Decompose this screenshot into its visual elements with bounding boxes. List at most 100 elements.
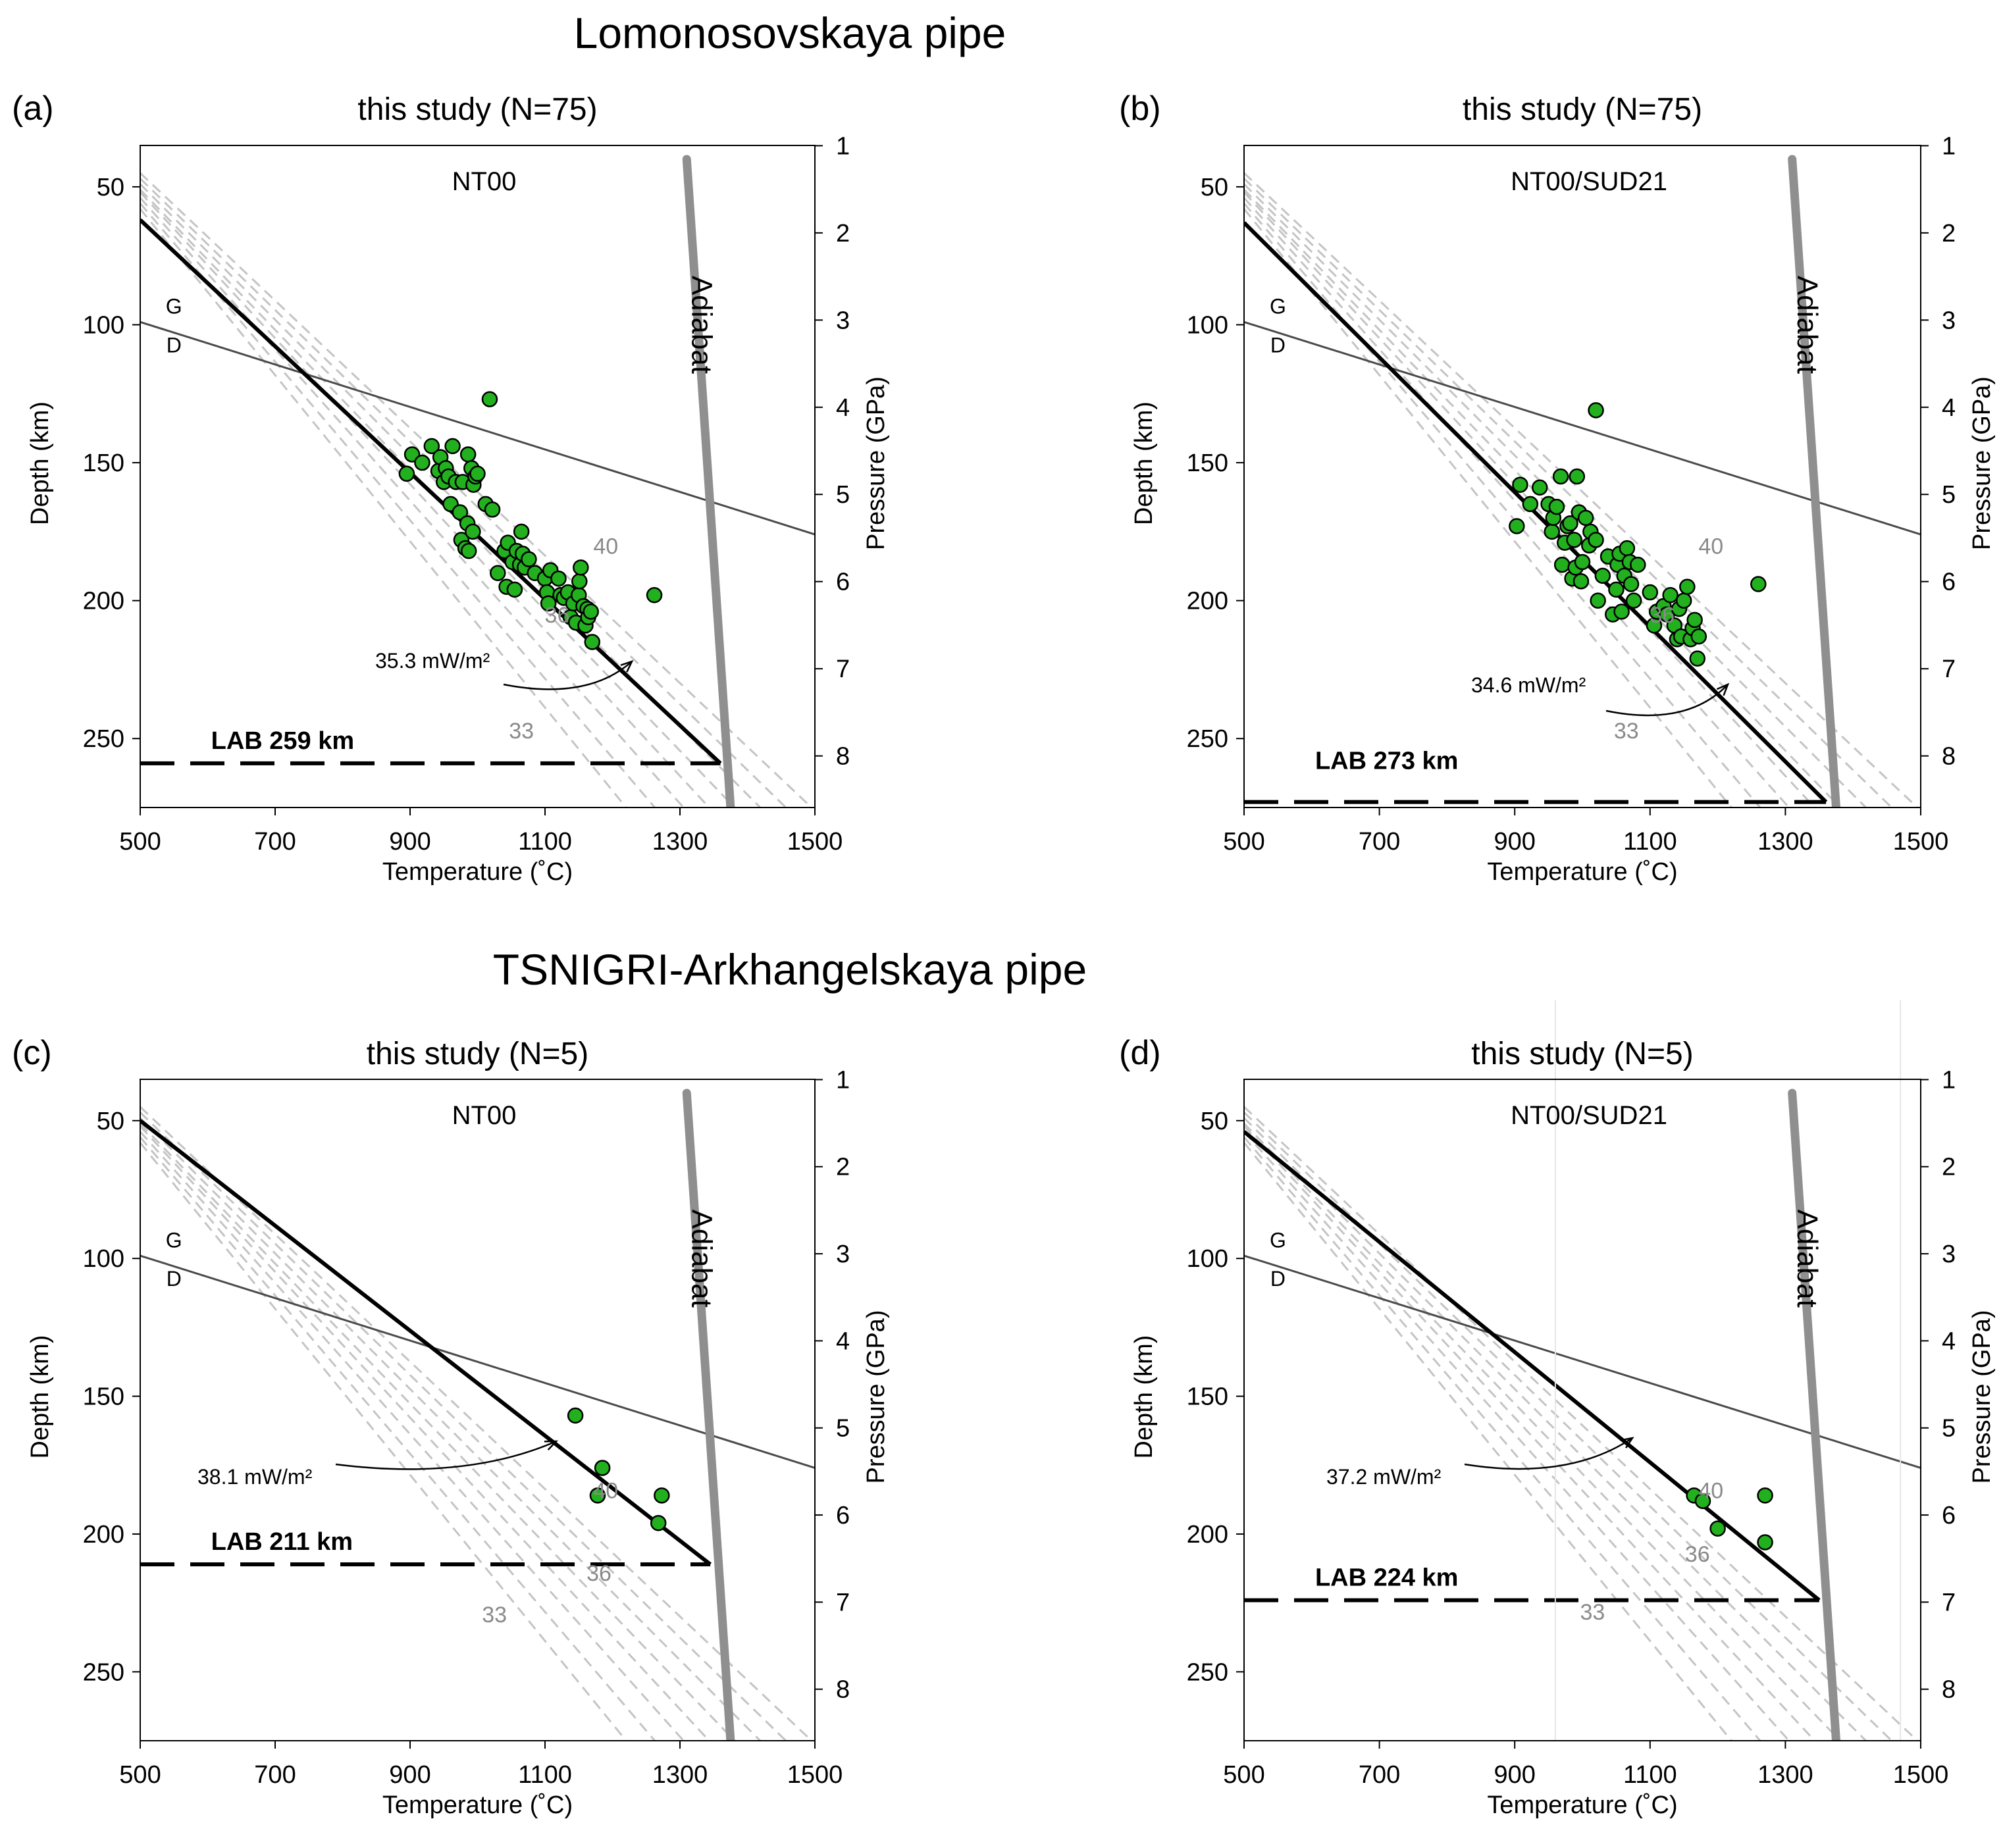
- x-axis-title: Temperature (˚C): [1487, 858, 1677, 886]
- pressure-tick-label: 7: [836, 1589, 850, 1616]
- x-tick-label: 1300: [1757, 1761, 1813, 1789]
- graphite-label: G: [1270, 295, 1286, 319]
- pressure-tick-label: 8: [1942, 743, 1956, 771]
- pressure-axis-title: Pressure (GPa): [1968, 376, 1996, 550]
- geotherm-arrow: [1464, 1437, 1633, 1470]
- pressure-tick-label: 3: [1942, 1241, 1956, 1268]
- adiabat-label: Adiabat: [685, 276, 717, 374]
- isotherm-40: [1244, 1106, 1919, 1741]
- data-point: [1694, 1493, 1711, 1509]
- data-point: [1750, 576, 1767, 592]
- depth-tick-label: 50: [1201, 1108, 1228, 1135]
- x-tick-label: 1500: [787, 828, 843, 856]
- data-point: [423, 438, 440, 455]
- geotherm-heat-flow-label: 38.1 mW/m²: [197, 1465, 313, 1489]
- lab-label: LAB 273 km: [1315, 748, 1459, 775]
- pressure-axis-title: Pressure (GPa): [1968, 1310, 1996, 1484]
- data-point: [1548, 498, 1565, 515]
- data-point: [484, 501, 501, 518]
- graphite-diamond-line: [140, 321, 815, 536]
- data-point: [1619, 540, 1636, 557]
- pressure-tick-label: 4: [836, 1327, 850, 1355]
- x-axis-title: Temperature (˚C): [382, 1791, 573, 1819]
- depth-tick-label: 50: [97, 174, 124, 201]
- data-point: [1590, 592, 1606, 609]
- x-tick-label: 900: [389, 828, 430, 856]
- depth-tick-label: 100: [83, 311, 124, 339]
- pressure-axis-title: Pressure (GPa): [862, 376, 890, 550]
- isotherm-label-33: 33: [509, 719, 534, 744]
- adiabat-line: [1788, 1089, 1840, 1741]
- isotherm-label-36: 36: [586, 1561, 611, 1586]
- section-title-tsnigri: TSNIGRI-Arkhangelskaya pipe: [493, 945, 1087, 994]
- diamond-label: D: [1270, 1267, 1286, 1291]
- isotherm-36: [140, 192, 711, 808]
- isotherm-34: [140, 203, 656, 808]
- panel-label: (a): [12, 90, 54, 128]
- data-point: [1608, 581, 1625, 598]
- pressure-tick-label: 4: [836, 394, 850, 422]
- geotherm-heat-flow-label: 37.2 mW/m²: [1326, 1465, 1442, 1489]
- x-tick-label: 700: [254, 828, 296, 856]
- pressure-tick-label: 7: [1942, 1589, 1956, 1616]
- isotherm-39: [140, 178, 788, 808]
- pressure-tick-label: 6: [1942, 1502, 1956, 1529]
- data-point: [1709, 1520, 1726, 1537]
- data-point: [513, 523, 530, 540]
- geotherm-arrow: [503, 661, 633, 690]
- isotherm-label-36: 36: [1685, 1542, 1710, 1567]
- x-axis-title: Temperature (˚C): [1487, 1791, 1677, 1819]
- data-point: [1577, 509, 1594, 526]
- model-label: NT00: [452, 167, 517, 196]
- data-point: [452, 504, 469, 521]
- data-point: [1588, 532, 1604, 548]
- data-point: [1594, 567, 1611, 584]
- isotherm-34: [1244, 203, 1762, 808]
- x-tick-label: 1100: [518, 828, 572, 856]
- isotherm-40: [1244, 172, 1919, 808]
- pressure-tick-label: 3: [1942, 307, 1956, 334]
- pressure-tick-label: 7: [1942, 655, 1956, 683]
- data-point: [1662, 586, 1678, 603]
- geotherm-arrowhead: [620, 659, 634, 673]
- lab-label: LAB 224 km: [1315, 1564, 1459, 1591]
- isotherm-label-40: 40: [593, 1479, 618, 1504]
- geotherm-line: [140, 1119, 712, 1566]
- depth-tick-label: 50: [97, 1108, 124, 1135]
- depth-tick-label: 100: [1187, 311, 1228, 339]
- data-point: [1588, 402, 1604, 419]
- isotherm-33: [140, 1142, 628, 1741]
- pressure-tick-label: 4: [1942, 1327, 1956, 1355]
- x-tick-label: 700: [1359, 828, 1400, 856]
- data-point: [1690, 628, 1707, 645]
- data-point: [654, 1487, 670, 1504]
- isotherm-39: [140, 1112, 788, 1741]
- diamond-label: D: [1270, 333, 1286, 357]
- geotherm-line: [1244, 1130, 1821, 1602]
- panel-title: this study (N=5): [367, 1037, 588, 1071]
- data-point: [460, 542, 477, 559]
- isotherm-35: [1244, 1131, 1790, 1741]
- geotherm-arrow: [1605, 684, 1729, 717]
- pressure-tick-label: 5: [836, 1415, 850, 1443]
- x-tick-label: 900: [1494, 828, 1535, 856]
- pressure-tick-label: 1: [836, 132, 850, 160]
- data-point: [573, 559, 589, 576]
- geotherm-line: [140, 218, 722, 765]
- x-tick-label: 1500: [1893, 828, 1949, 856]
- panel-title: this study (N=75): [1463, 92, 1702, 127]
- pressure-tick-label: 6: [836, 569, 850, 596]
- x-tick-label: 700: [1359, 1761, 1400, 1789]
- pressure-tick-label: 4: [1942, 394, 1956, 422]
- data-point: [1613, 603, 1630, 620]
- isotherm-33: [1244, 1142, 1733, 1741]
- data-point: [1675, 592, 1692, 609]
- isotherm-label-40: 40: [1698, 534, 1723, 559]
- lab-label: LAB 259 km: [211, 727, 355, 755]
- data-point: [567, 1407, 584, 1424]
- isotherm-label-36: 36: [1650, 603, 1675, 628]
- isotherm-40: [140, 1106, 814, 1741]
- x-tick-label: 1500: [787, 1761, 843, 1789]
